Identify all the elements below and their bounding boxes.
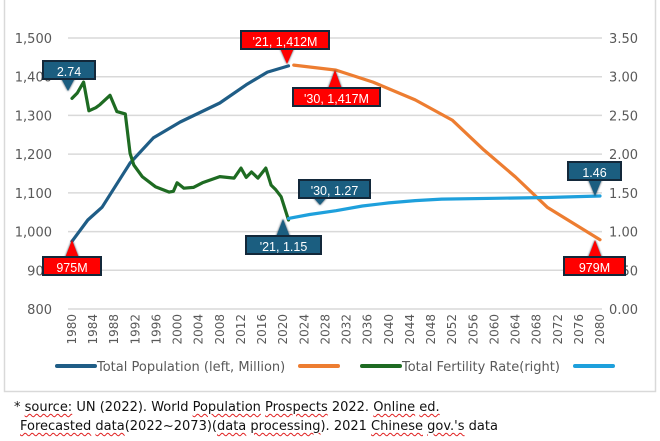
left-tick-label: 1,300 bbox=[15, 109, 52, 124]
x-tick-label: 2052 bbox=[445, 314, 459, 345]
x-axis-ticks: 1980 1984 1988 1992 1996 2000 2004 2008 2012 2016… bbox=[65, 314, 607, 345]
x-tick-label: 2000 bbox=[171, 314, 185, 345]
footnote-text: Chinese bbox=[371, 419, 423, 434]
footnote-text: ). 2021 bbox=[320, 419, 372, 434]
annotation-callout: '21, 1,412M bbox=[240, 30, 330, 50]
right-tick-label: 1.00 bbox=[609, 226, 638, 241]
right-tick-label: 3.00 bbox=[609, 71, 638, 86]
annotation-callout: 1.46 bbox=[567, 161, 622, 181]
footnote-text: (2022~2073)( bbox=[124, 419, 217, 434]
left-tick-label: 1,000 bbox=[15, 226, 52, 241]
callout-arrow-icon bbox=[588, 240, 602, 258]
x-tick-label: 2004 bbox=[192, 314, 206, 345]
right-tick-label: 1.50 bbox=[609, 187, 638, 202]
footnote-text: Forecasted bbox=[20, 419, 92, 434]
callout-arrow-icon bbox=[280, 48, 294, 64]
x-tick-label: 2048 bbox=[424, 314, 438, 345]
right-tick-label: 0.00 bbox=[609, 303, 638, 318]
right-tick-label: 2.00 bbox=[609, 148, 638, 163]
footnote-text: source: bbox=[24, 400, 73, 415]
footnote-text: data bbox=[464, 419, 498, 434]
gridlines bbox=[68, 37, 602, 310]
x-tick-label: 2072 bbox=[551, 314, 565, 345]
x-tick-label: 2040 bbox=[382, 314, 396, 345]
annotation-callout: 2.74 bbox=[42, 60, 96, 80]
right-tick-label: 3.50 bbox=[609, 32, 638, 47]
series-line-1 bbox=[70, 64, 291, 243]
callout-arrow-icon bbox=[588, 179, 602, 196]
footnote-text: processing bbox=[250, 419, 321, 434]
callout-arrow-icon bbox=[276, 219, 290, 237]
footnote-text: Prospects bbox=[265, 400, 328, 415]
x-tick-label: 2080 bbox=[593, 314, 607, 345]
footnote-line-2: Forecasted data(2022~2073)(data processi… bbox=[20, 419, 498, 434]
x-tick-label: 2016 bbox=[255, 314, 269, 345]
x-tick-label: 2056 bbox=[466, 314, 480, 345]
x-tick-label: 1984 bbox=[86, 314, 100, 345]
footnote-text: ed. bbox=[419, 400, 440, 415]
footnote-text: gov.'s bbox=[427, 419, 465, 434]
x-tick-label: 2060 bbox=[487, 314, 501, 345]
x-tick-label: 2032 bbox=[340, 314, 354, 345]
legend: Total Population (left, Million) Total Fe… bbox=[55, 360, 615, 375]
footnote-text: 2022. bbox=[327, 400, 374, 415]
footnote-text: data bbox=[95, 419, 125, 434]
x-tick-label: 1980 bbox=[65, 314, 79, 345]
x-tick-label: 2064 bbox=[509, 314, 523, 345]
x-tick-label: 2012 bbox=[234, 314, 248, 345]
annotation-callout: 975M bbox=[42, 256, 102, 276]
x-tick-label: 1992 bbox=[128, 314, 142, 345]
left-tick-label: 800 bbox=[27, 303, 52, 318]
legend-label-1: Total Population (left, Million) bbox=[96, 360, 285, 375]
x-tick-label: 2044 bbox=[403, 314, 417, 345]
x-tick-label: 1988 bbox=[107, 314, 121, 345]
series-line-4 bbox=[286, 194, 602, 220]
footnote-text: UN (2022). World bbox=[72, 400, 193, 415]
footnote-text: * bbox=[14, 400, 25, 415]
left-tick-label: 1,100 bbox=[15, 187, 52, 202]
x-tick-label: 2076 bbox=[572, 314, 586, 345]
annotation-callout: '21, 1.15 bbox=[245, 235, 322, 255]
x-tick-label: 2008 bbox=[213, 314, 227, 345]
x-tick-label: 2024 bbox=[297, 314, 311, 345]
callout-arrow-icon bbox=[328, 70, 342, 89]
right-axis-ticks: 0.000.501.001.502.002.503.003.50 bbox=[609, 32, 638, 318]
annotation-callout: '30, 1,417M bbox=[292, 87, 381, 107]
left-tick-label: 1,200 bbox=[15, 148, 52, 163]
x-tick-label: 2020 bbox=[276, 314, 290, 345]
series-line-3 bbox=[70, 80, 291, 222]
left-tick-label: 1,500 bbox=[15, 32, 52, 47]
series-lines bbox=[70, 63, 602, 243]
footnote-line-1: * source: UN (2022). World Population Pr… bbox=[14, 400, 440, 415]
callout-arrow-icon bbox=[65, 240, 79, 258]
footnote-text: data bbox=[216, 419, 247, 434]
x-tick-label: 1996 bbox=[149, 314, 163, 345]
x-tick-label: 2068 bbox=[530, 314, 544, 345]
right-tick-label: 2.50 bbox=[609, 109, 638, 124]
x-tick-label: 2028 bbox=[318, 314, 332, 345]
callout-arrow-icon bbox=[313, 197, 327, 205]
footnote-text: Online bbox=[373, 400, 416, 415]
x-tick-label: 2036 bbox=[361, 314, 375, 345]
footnote-text: Population bbox=[192, 400, 261, 415]
annotation-callout: '30, 1.27 bbox=[298, 179, 371, 199]
annotation-callout: 979M bbox=[563, 256, 626, 276]
legend-label-3: Total Fertility Rate(right) bbox=[401, 360, 560, 375]
callout-arrow-icon bbox=[61, 78, 75, 91]
